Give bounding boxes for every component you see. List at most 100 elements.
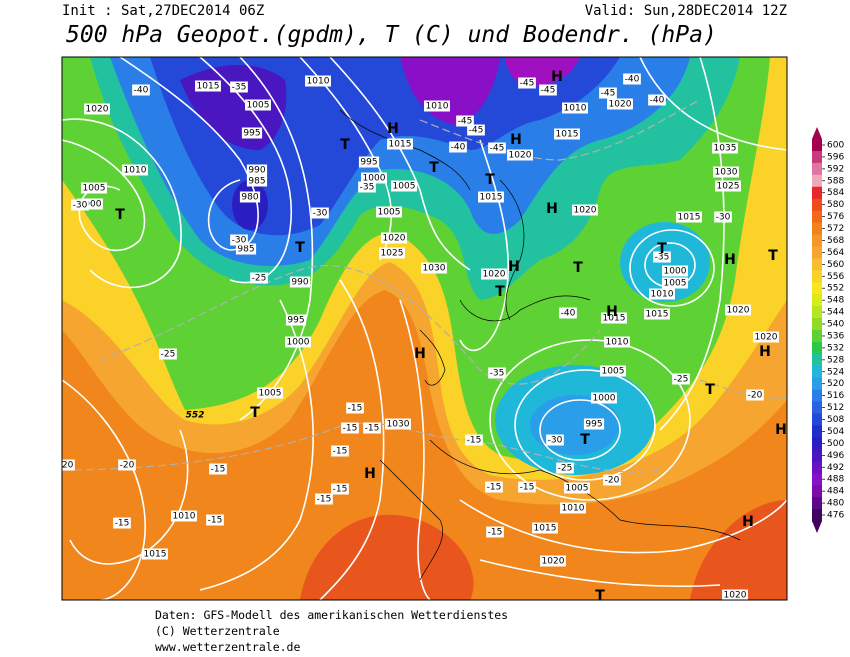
pressure-label-box <box>381 232 407 244</box>
pressure-label: 1010 <box>564 104 587 114</box>
temperature-label: -20 <box>59 461 74 471</box>
footer-line: (C) Wetterzentrale <box>155 624 280 638</box>
temperature-label: -15 <box>343 424 358 434</box>
colorbar-label: 588 <box>827 176 844 186</box>
pressure-label-box <box>662 265 688 277</box>
pressure-label-box <box>81 182 107 194</box>
temperature-label-box <box>341 422 359 434</box>
pressure-label-box <box>481 268 507 280</box>
colorbar-label: 492 <box>827 463 844 473</box>
pressure-center: T <box>250 405 260 421</box>
temperature-label-box <box>486 526 504 538</box>
pressure-label-box <box>285 336 311 348</box>
temperature-label: -45 <box>520 79 535 89</box>
pressure-label-box <box>604 336 630 348</box>
pressure-label-box <box>583 418 605 430</box>
temperature-label: -15 <box>208 516 223 526</box>
colorbar-label: 576 <box>827 212 844 222</box>
pressure-label: 995 <box>585 420 602 430</box>
pressure-label: 985 <box>248 177 265 187</box>
temperature-label: -40 <box>134 86 149 96</box>
temperature-label: -45 <box>458 117 473 127</box>
pressure-center: H <box>759 344 771 360</box>
colorbar-swatch <box>812 509 822 522</box>
temperature-label: -15 <box>467 436 482 446</box>
colorbar-swatch <box>812 377 822 391</box>
pressure-center: H <box>775 422 787 438</box>
pressure-label: 1005 <box>247 101 270 111</box>
temperature-label: -20 <box>605 476 620 486</box>
colorbar-label: 476 <box>827 511 844 521</box>
pressure-label: 1010 <box>173 512 196 522</box>
pressure-label: 990 <box>291 278 308 288</box>
temperature-label-box <box>456 115 474 127</box>
colorbar-label: 532 <box>827 343 844 353</box>
pressure-label: 1005 <box>378 208 401 218</box>
pressure-center: T <box>573 260 583 276</box>
temperature-label-box <box>331 445 349 457</box>
colorbar-label: 504 <box>827 427 844 437</box>
pressure-label: 1020 <box>509 151 532 161</box>
colorbar-label: 560 <box>827 260 844 270</box>
temperature-label-box <box>485 481 503 493</box>
pressure-label: 1000 <box>287 338 310 348</box>
colorbar-swatch <box>812 210 822 224</box>
pressure-label: 1035 <box>714 144 737 154</box>
temperature-label: -45 <box>601 89 616 99</box>
colorbar-label: 508 <box>827 415 844 425</box>
colorbar-label: 568 <box>827 236 844 246</box>
colorbar-swatch <box>812 401 822 415</box>
pressure-center: T <box>495 284 505 300</box>
temperature-label-box <box>363 422 381 434</box>
temperature-label: -15 <box>317 495 332 505</box>
pressure-center: T <box>657 241 667 257</box>
temperature-label: -30 <box>232 236 247 246</box>
pressure-label: 1000 <box>664 267 687 277</box>
colorbar-label: 556 <box>827 272 844 282</box>
temperature-label-box <box>209 463 227 475</box>
temperature-label-box <box>559 307 577 319</box>
pressure-label: 1015 <box>480 193 503 203</box>
pressure-label-box <box>591 392 617 404</box>
pressure-label-box <box>600 365 626 377</box>
pressure-center: T <box>429 160 439 176</box>
pressure-label: 1010 <box>562 504 585 514</box>
pressure-label: 1010 <box>606 338 629 348</box>
colorbar-label: 480 <box>827 499 844 509</box>
pressure-label-box <box>387 138 413 150</box>
temperature-label: -20 <box>120 461 135 471</box>
temperature-label: -15 <box>333 447 348 457</box>
footer-line: Daten: GFS-Modell des amerikanischen Wet… <box>155 608 508 622</box>
temperature-label: -35 <box>360 183 375 193</box>
colorbar-swatch <box>812 461 822 474</box>
pressure-label: 1005 <box>566 484 589 494</box>
pressure-center: T <box>115 207 125 223</box>
pressure-label: 1025 <box>717 182 740 192</box>
pressure-label: 1020 <box>755 333 778 343</box>
pressure-center: H <box>364 466 376 482</box>
pressure-label: 1020 <box>483 270 506 280</box>
pressure-center: H <box>508 259 520 275</box>
pressure-label-box <box>562 102 588 114</box>
warm-area <box>300 514 474 600</box>
pressure-label-box <box>725 304 751 316</box>
pressure-center: H <box>546 201 558 217</box>
pressure-label-box <box>77 198 103 210</box>
temperature-label-box <box>518 77 536 89</box>
pressure-label: 1015 <box>603 314 626 324</box>
colorbar-swatch <box>812 497 822 510</box>
map-title: 500 hPa Geopot.(gpdm), T (C) und Bodendr… <box>66 22 717 48</box>
pressure-label: 1020 <box>86 105 109 115</box>
temperature-label: -30 <box>716 213 731 223</box>
pressure-label-box <box>358 156 380 168</box>
pressure-label-box <box>195 80 221 92</box>
pressure-label-box <box>257 387 283 399</box>
colorbar-swatch <box>812 413 822 426</box>
pressure-center: H <box>742 514 754 530</box>
colorbar-label: 580 <box>827 200 844 210</box>
temperature-label-box <box>623 73 641 85</box>
colorbar-label: 596 <box>827 152 844 162</box>
colorbar-swatch <box>812 174 822 188</box>
temperature-label: -45 <box>541 86 556 96</box>
